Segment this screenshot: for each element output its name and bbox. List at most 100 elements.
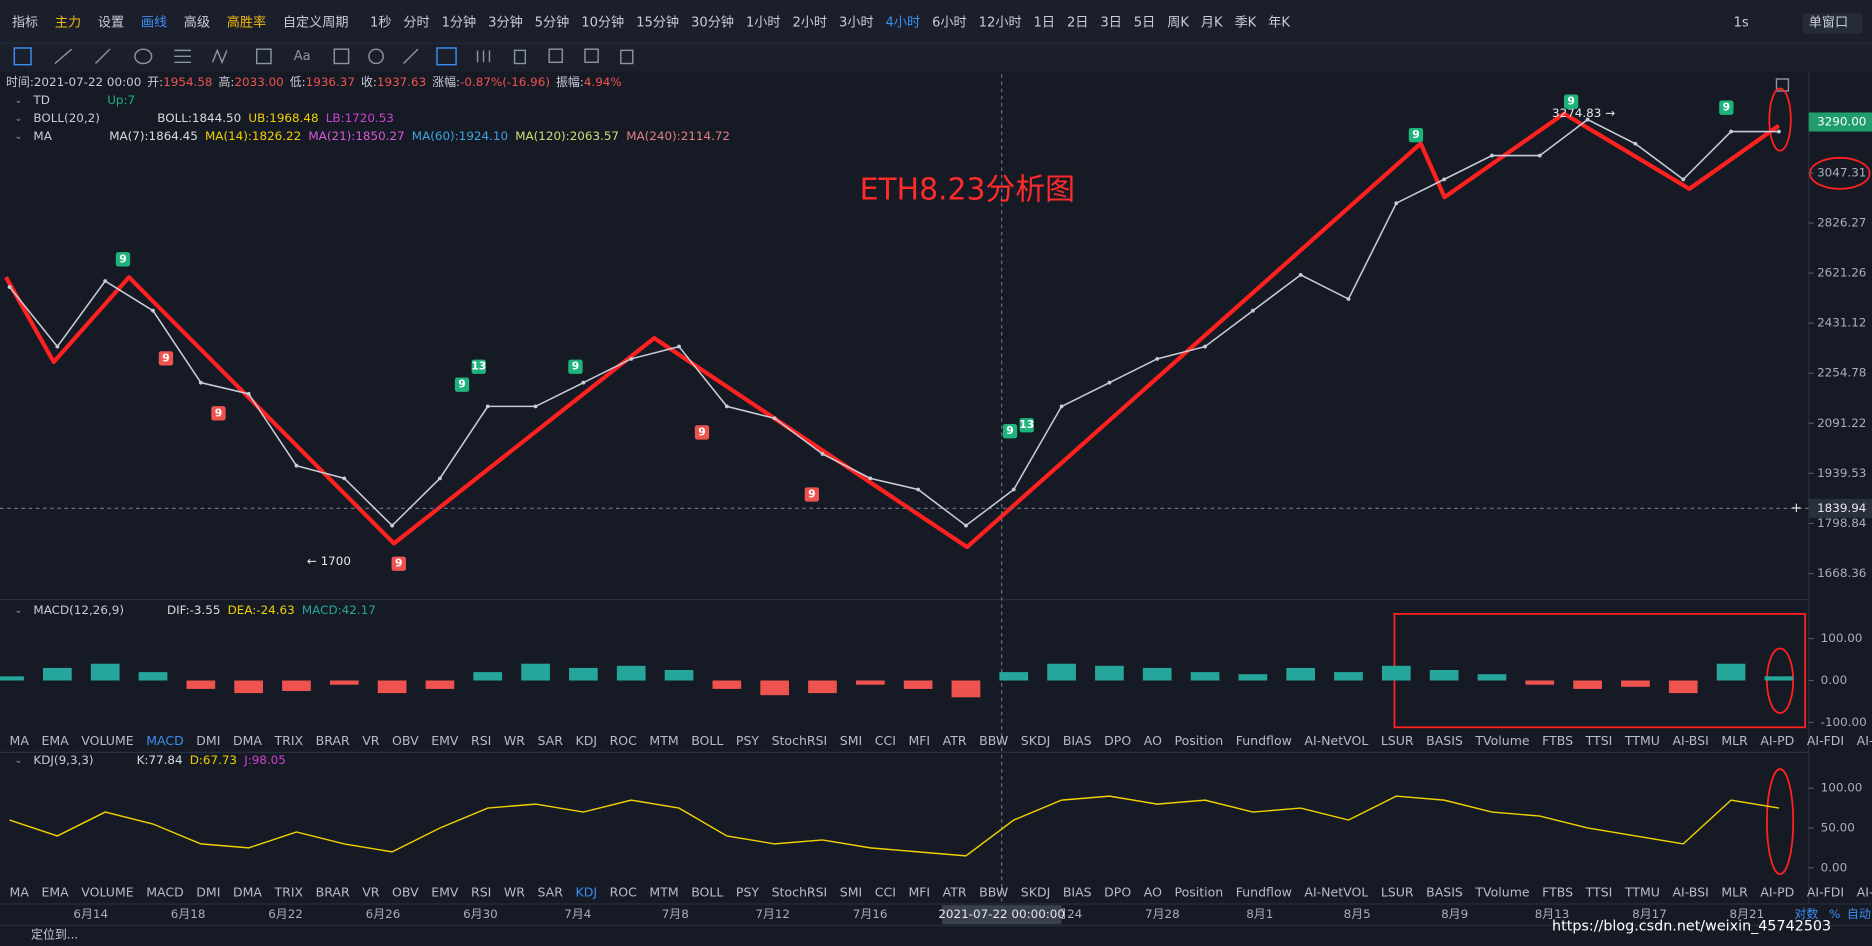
- tool-icon[interactable]: [211, 48, 228, 65]
- tool-icon[interactable]: [513, 49, 527, 65]
- toolbar-item[interactable]: 高胜率: [227, 13, 266, 30]
- indicator-tab[interactable]: AO: [1144, 885, 1162, 900]
- tool-icon[interactable]: [620, 49, 634, 65]
- refresh-label[interactable]: 1s: [1734, 15, 1749, 30]
- indicator-tab[interactable]: MLR: [1721, 733, 1748, 748]
- indicator-tab[interactable]: EMA: [41, 733, 69, 748]
- indicator-tab[interactable]: FTBS: [1542, 885, 1573, 900]
- period-tab[interactable]: 1秒: [370, 14, 391, 30]
- period-tab[interactable]: 4小时: [886, 14, 921, 30]
- indicator-tab[interactable]: EMA: [41, 885, 69, 900]
- toolbar-item[interactable]: 设置: [98, 14, 124, 30]
- toolbar-item[interactable]: 自定义周期: [283, 14, 349, 30]
- indicator-tab[interactable]: TVolume: [1474, 733, 1529, 748]
- period-tab[interactable]: 月K: [1201, 15, 1223, 30]
- indicator-tab[interactable]: MA: [10, 885, 30, 900]
- indicator-tab[interactable]: DPO: [1104, 885, 1131, 900]
- indicator-tab[interactable]: WR: [504, 885, 525, 900]
- indicator-tab[interactable]: OBV: [392, 885, 419, 900]
- indicator-tab[interactable]: SKDJ: [1021, 733, 1050, 748]
- toolbar-item[interactable]: 高级: [184, 13, 210, 30]
- indicator-tab[interactable]: AO: [1144, 733, 1162, 748]
- indicator-tab[interactable]: AI-NetVOL: [1304, 885, 1368, 900]
- indicator-tab[interactable]: AI-FDI: [1807, 733, 1844, 748]
- indicator-tab[interactable]: ATR: [943, 733, 967, 748]
- indicator-tab[interactable]: AI-LI: [1857, 885, 1872, 900]
- indicator-tab[interactable]: Fundflow: [1236, 733, 1292, 748]
- indicator-tab[interactable]: MACD: [146, 733, 184, 748]
- tool-icon[interactable]: [333, 48, 350, 65]
- toolbar-item[interactable]: 画线: [141, 14, 167, 30]
- period-tab[interactable]: 1小时: [746, 14, 781, 30]
- window-button[interactable]: [1802, 13, 1863, 34]
- indicator-tab[interactable]: RSI: [471, 885, 491, 900]
- period-tab[interactable]: 3日: [1100, 15, 1121, 30]
- indicator-tab[interactable]: RSI: [471, 733, 491, 748]
- period-tab[interactable]: 2日: [1067, 15, 1088, 30]
- tool-icon[interactable]: [134, 48, 153, 65]
- indicator-tab[interactable]: StochRSI: [772, 733, 828, 748]
- indicator-tab[interactable]: PSY: [736, 885, 759, 900]
- scale-option[interactable]: %: [1829, 907, 1840, 921]
- indicator-tab[interactable]: BBW: [979, 733, 1008, 748]
- indicator-tab[interactable]: BASIS: [1426, 733, 1463, 748]
- indicator-tab[interactable]: SAR: [538, 733, 564, 748]
- period-tab[interactable]: 10分钟: [581, 13, 624, 30]
- indicator-tab[interactable]: TTMU: [1624, 733, 1660, 748]
- tool-icon[interactable]: [548, 48, 564, 64]
- indicator-tab[interactable]: SAR: [538, 885, 564, 900]
- tool-icon[interactable]: [476, 50, 491, 63]
- scale-option[interactable]: 自动: [1847, 907, 1871, 921]
- indicator-tab[interactable]: VOLUME: [81, 885, 134, 900]
- indicator-tab[interactable]: MTM: [649, 885, 678, 900]
- indicator-tab[interactable]: EMV: [431, 885, 459, 900]
- indicator-tab[interactable]: DMA: [233, 885, 262, 900]
- period-tab[interactable]: 周K: [1167, 15, 1189, 30]
- indicator-tab[interactable]: BOLL: [691, 733, 723, 748]
- indicator-tab[interactable]: BBW: [979, 885, 1008, 900]
- indicator-tab[interactable]: Fundflow: [1236, 885, 1292, 900]
- indicator-tab[interactable]: Position: [1174, 885, 1223, 900]
- indicator-tab[interactable]: MACD: [146, 885, 184, 900]
- indicator-tab[interactable]: MLR: [1721, 885, 1748, 900]
- indicator-tab[interactable]: MFI: [908, 885, 930, 900]
- toolbar-item[interactable]: 指标: [12, 14, 38, 30]
- period-tab[interactable]: 12小时: [979, 14, 1022, 30]
- indicator-tab[interactable]: AI-PD: [1760, 733, 1794, 748]
- indicator-tab[interactable]: BRAR: [316, 885, 350, 900]
- period-tab[interactable]: 5分钟: [535, 13, 570, 30]
- indicator-tab[interactable]: BIAS: [1063, 733, 1092, 748]
- indicator-tab[interactable]: AI-BSI: [1672, 885, 1708, 900]
- scale-option[interactable]: 对数: [1794, 907, 1818, 921]
- period-tab[interactable]: 30分钟: [691, 13, 734, 30]
- indicator-tab[interactable]: LSUR: [1381, 885, 1414, 900]
- tool-icon[interactable]: [13, 47, 32, 66]
- indicator-tab[interactable]: TRIX: [274, 733, 304, 748]
- tool-icon[interactable]: [368, 48, 384, 65]
- tool-icon[interactable]: [95, 48, 111, 65]
- indicator-tab[interactable]: PSY: [736, 733, 759, 748]
- indicator-tab[interactable]: AI-PD: [1760, 885, 1794, 900]
- fullscreen-icon[interactable]: [1775, 78, 1790, 92]
- indicator-tab[interactable]: AI-NetVOL: [1304, 733, 1368, 748]
- indicator-tab[interactable]: MFI: [908, 733, 930, 748]
- indicator-tab[interactable]: ROC: [610, 885, 638, 900]
- indicator-tab[interactable]: BOLL: [691, 885, 723, 900]
- tool-icon[interactable]: [436, 47, 457, 66]
- indicator-tab[interactable]: TTSI: [1585, 733, 1613, 748]
- indicator-tab[interactable]: CCI: [875, 733, 896, 748]
- indicator-tab[interactable]: DPO: [1104, 733, 1131, 748]
- indicator-tab[interactable]: SMI: [840, 733, 862, 748]
- indicator-tab[interactable]: TRIX: [274, 885, 304, 900]
- indicator-tab[interactable]: WR: [504, 733, 525, 748]
- period-tab[interactable]: 15分钟: [636, 13, 679, 30]
- indicator-tab[interactable]: StochRSI: [772, 885, 828, 900]
- tool-text[interactable]: Aa: [294, 49, 311, 64]
- tool-icon[interactable]: [54, 48, 73, 65]
- period-tab[interactable]: 3分钟: [488, 13, 523, 30]
- indicator-tab[interactable]: AI-FDI: [1807, 885, 1844, 900]
- indicator-tab[interactable]: KDJ: [575, 885, 597, 900]
- toolbar-item[interactable]: 主力: [55, 14, 81, 30]
- indicator-tab[interactable]: VR: [362, 733, 380, 748]
- indicator-tab[interactable]: AI-LI: [1857, 733, 1872, 748]
